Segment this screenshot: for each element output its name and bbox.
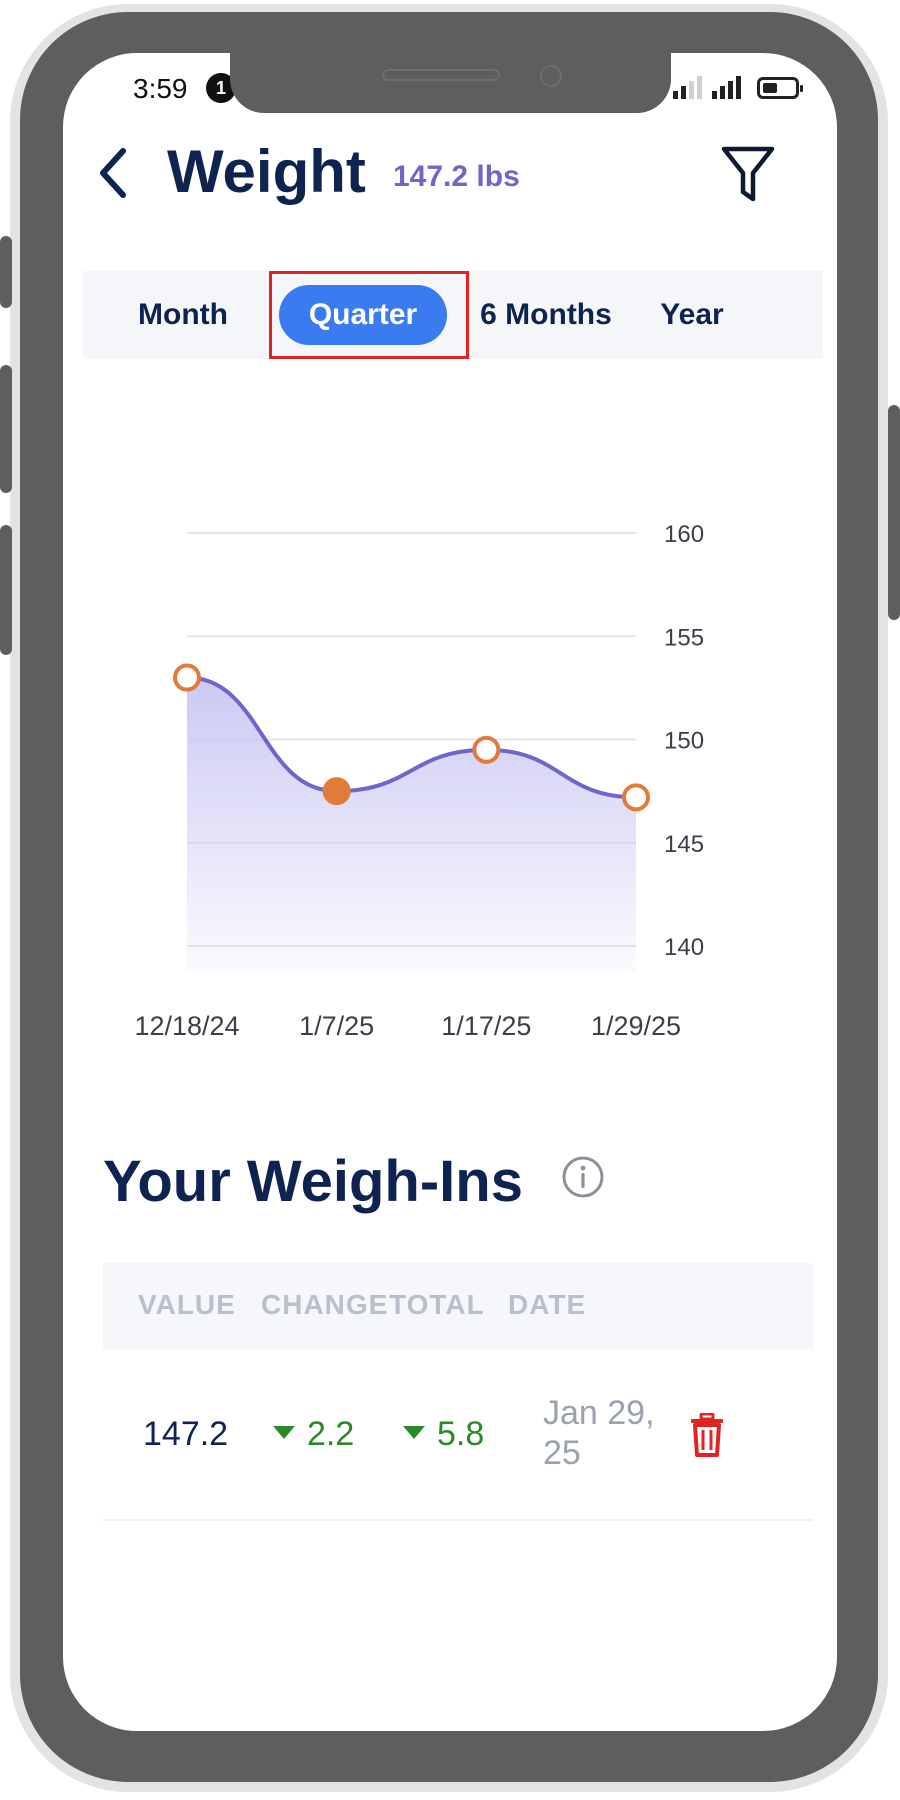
series-area xyxy=(187,677,636,971)
current-weight: 147.2 lbs xyxy=(393,160,520,193)
x-tick-label: 1/29/25 xyxy=(591,1011,681,1041)
period-tabs: Month Quarter 6 Months Year xyxy=(83,271,823,359)
selection-highlight xyxy=(269,271,469,359)
series-line xyxy=(186,675,637,800)
column-header-value: VALUE xyxy=(138,1289,236,1320)
status-time: 3:59 xyxy=(133,73,188,104)
triangle-down-icon xyxy=(403,1426,425,1439)
tab-year[interactable]: Year xyxy=(660,298,724,331)
notch-speaker xyxy=(382,69,500,81)
tab-month[interactable]: Month xyxy=(138,298,228,331)
status-icons xyxy=(673,75,803,99)
y-tick-label: 155 xyxy=(664,624,704,651)
signal-icon xyxy=(673,75,702,99)
row-total-value: 5.8 xyxy=(437,1415,485,1453)
tab-quarter[interactable]: Quarter xyxy=(279,285,447,345)
tab-6-months[interactable]: 6 Months xyxy=(480,298,612,331)
page-title: Weight xyxy=(167,138,366,205)
x-tick-label: 1/17/25 xyxy=(441,1011,531,1041)
column-header-change: CHANGE xyxy=(261,1289,389,1320)
column-header-total: TOTAL xyxy=(389,1289,485,1320)
signal-icon-secondary xyxy=(712,75,741,99)
y-tick-label: 145 xyxy=(664,831,704,858)
row-change-value: 2.2 xyxy=(307,1415,355,1453)
column-header-date: DATE xyxy=(508,1289,587,1320)
side-button-mute xyxy=(0,236,12,308)
y-tick-label: 140 xyxy=(664,934,704,961)
triangle-down-icon xyxy=(273,1426,295,1439)
table-row[interactable]: 147.2 2.2 5.8 Jan 29, 25 xyxy=(103,1349,813,1521)
table-header: VALUE CHANGE TOTAL DATE xyxy=(103,1263,813,1349)
row-date: Jan 29, 25 xyxy=(543,1394,655,1472)
y-tick-label: 150 xyxy=(664,728,704,755)
weigh-ins-table: VALUE CHANGE TOTAL DATE 147.2 2.2 5.8 Ja… xyxy=(103,1263,813,1731)
notch xyxy=(230,53,671,113)
data-point xyxy=(472,735,501,764)
side-button-volume-down xyxy=(0,525,12,655)
row-change: 2.2 xyxy=(273,1415,354,1454)
row-value: 147.2 xyxy=(143,1415,229,1453)
filter-button[interactable] xyxy=(718,143,778,205)
weight-chart: 160 155 150 145 140 12/18/24 1/7/25 1/17/25 1/29… xyxy=(134,521,704,1041)
notch-camera xyxy=(540,65,562,87)
battery-icon xyxy=(757,77,803,99)
side-button-volume-up xyxy=(0,365,12,493)
y-tick-label: 160 xyxy=(664,521,704,548)
section-title: Your Weigh-Ins xyxy=(103,1149,523,1214)
delete-button[interactable] xyxy=(687,1412,727,1457)
data-point xyxy=(622,783,650,812)
data-point xyxy=(173,663,201,692)
info-button[interactable] xyxy=(561,1155,605,1199)
filter-icon xyxy=(721,146,775,202)
x-tick-label: 12/18/24 xyxy=(134,1011,239,1041)
data-point-selected xyxy=(322,777,351,806)
back-arrow-icon xyxy=(100,148,126,198)
info-icon xyxy=(562,1156,604,1198)
screen: 3:59 1 Weight 147.2 lbs Month Quarter 6 … xyxy=(63,53,837,1731)
back-button[interactable] xyxy=(93,143,133,203)
trash-icon xyxy=(691,1412,723,1457)
row-total: 5.8 xyxy=(403,1415,484,1454)
x-tick-label: 1/7/25 xyxy=(299,1011,374,1041)
side-button-power xyxy=(888,405,900,620)
